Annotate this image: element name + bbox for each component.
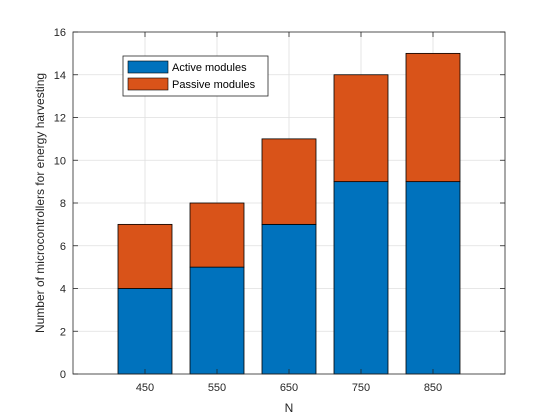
- ticks: [73, 31, 505, 375]
- bar-passive-650: [261, 138, 317, 225]
- bar-passive-750: [333, 74, 389, 183]
- x-tick-label: 850: [424, 382, 442, 394]
- x-axis-label: N: [285, 401, 294, 415]
- bar-active-550: [189, 266, 245, 375]
- x-tick-label: 550: [208, 382, 226, 394]
- legend-label-active: Active modules: [172, 62, 247, 74]
- y-tick-label: 8: [60, 198, 66, 210]
- y-tick-label: 12: [54, 113, 66, 125]
- x-tick-label: 650: [280, 382, 298, 394]
- bars: [117, 52, 461, 375]
- y-tick-label: 4: [60, 284, 66, 296]
- bar-passive-850: [405, 52, 461, 183]
- bar-active-650: [261, 223, 317, 375]
- bar-passive-450: [117, 223, 173, 289]
- y-tick-label: 6: [60, 241, 66, 253]
- bar-active-850: [405, 181, 461, 375]
- y-tick-label: 10: [54, 155, 66, 167]
- y-axis-label: Number of microcontrollers for energy ha…: [33, 73, 47, 333]
- bar-passive-550: [189, 202, 245, 268]
- legend: Active modules Passive modules: [122, 55, 269, 97]
- bar-active-750: [333, 181, 389, 375]
- x-tick-label: 750: [352, 382, 370, 394]
- y-tick-label: 16: [54, 27, 66, 39]
- x-tick-label: 450: [136, 382, 154, 394]
- y-tick-label: 0: [60, 369, 66, 381]
- bar-active-450: [117, 288, 173, 375]
- legend-label-passive: Passive modules: [172, 79, 256, 91]
- y-tick-label: 14: [54, 70, 66, 82]
- legend-swatch-active: [127, 60, 169, 74]
- tick-labels: 0 2 4 6 8 10 12 14 16 450 550 650 750 850: [54, 27, 442, 394]
- y-tick-label: 2: [60, 326, 66, 338]
- legend-swatch-passive: [127, 77, 169, 91]
